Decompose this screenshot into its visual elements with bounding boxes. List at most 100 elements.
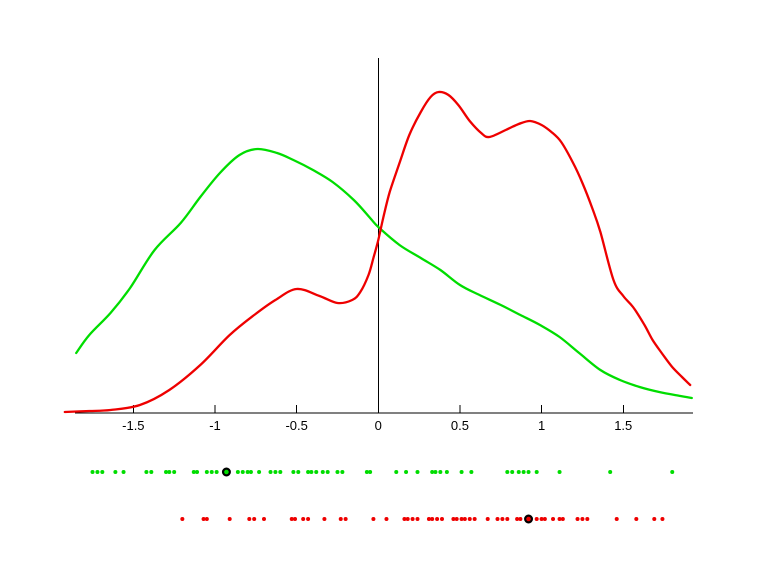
- green-rug-dot: [415, 470, 420, 474]
- red-rug-dot: [652, 517, 657, 521]
- green-rug-dot: [268, 470, 273, 474]
- red-rug-dot: [306, 517, 311, 521]
- green-rug-dot: [100, 470, 105, 474]
- red-rug-dot: [560, 517, 565, 521]
- green-rug-dot: [273, 470, 278, 474]
- green-rug-dot: [278, 470, 283, 474]
- x-axis-tick-label: -1: [209, 418, 221, 433]
- red-rug-dot: [551, 517, 556, 521]
- green-rug-dot: [325, 470, 330, 474]
- green-rug-dot: [95, 470, 100, 474]
- red-density-curve: [63, 90, 692, 414]
- green-rug-dot: [144, 470, 149, 474]
- red-rug-dot: [180, 517, 185, 521]
- red-rug-dot: [415, 517, 420, 521]
- green-rug-dot: [516, 470, 521, 474]
- red-rug-dot: [430, 517, 435, 521]
- red-rug-dot: [534, 517, 539, 521]
- red-rug-dot: [500, 517, 505, 521]
- green-rug-marked-point: [221, 467, 231, 477]
- red-rug-dot: [459, 517, 464, 521]
- red-rug-dot: [439, 517, 444, 521]
- red-rug-dot: [472, 517, 477, 521]
- red-rug-marked-point: [524, 514, 534, 524]
- green-density-curve: [75, 147, 693, 400]
- red-rug-dot: [515, 517, 520, 521]
- green-rug-dot: [438, 470, 443, 474]
- x-axis-tick-label: 1.5: [614, 418, 632, 433]
- green-rug-dot: [209, 470, 214, 474]
- green-rug-dot: [291, 470, 296, 474]
- green-rug-dot: [368, 470, 373, 474]
- green-rug-dot: [670, 470, 675, 474]
- green-rug-dot: [534, 470, 539, 474]
- red-rug-dot: [580, 517, 585, 521]
- green-rug-dot: [248, 470, 253, 474]
- red-rug-dot: [252, 517, 257, 521]
- green-rug-dot: [113, 470, 118, 474]
- red-rug-dot: [261, 517, 266, 521]
- green-rug-dot: [204, 470, 209, 474]
- green-rug-dot: [459, 470, 464, 474]
- red-rug-dot: [505, 517, 510, 521]
- green-rug-dot: [172, 470, 177, 474]
- red-rug-dot: [410, 517, 415, 521]
- red-rug-dot: [585, 517, 590, 521]
- red-rug-dot: [426, 517, 431, 521]
- green-rug-dot: [394, 470, 399, 474]
- red-rug-dot: [542, 517, 547, 521]
- green-rug-dot: [306, 470, 311, 474]
- green-rug-dot: [505, 470, 510, 474]
- red-rug-dot: [467, 517, 472, 521]
- x-axis-tick-label: 1: [538, 418, 545, 433]
- green-rug-dot: [245, 470, 250, 474]
- x-axis-tick-label: -1.5: [122, 418, 144, 433]
- red-rug-dot: [634, 517, 639, 521]
- x-axis-tick-label: 0.5: [451, 418, 469, 433]
- red-rug-dot: [201, 517, 206, 521]
- green-rug-dot: [608, 470, 613, 474]
- green-rug-dot: [433, 470, 438, 474]
- red-rug-dot: [402, 517, 407, 521]
- green-rug-dot: [404, 470, 409, 474]
- green-rug-dot: [521, 470, 526, 474]
- red-rug-dot: [343, 517, 348, 521]
- green-rug-dot: [526, 470, 531, 474]
- green-rug-dot: [296, 470, 301, 474]
- x-axis-tick-label: -0.5: [285, 418, 307, 433]
- green-rug-dot: [235, 470, 240, 474]
- green-rug-dot: [444, 470, 449, 474]
- green-rug-dot: [257, 470, 262, 474]
- green-rug-dot: [164, 470, 169, 474]
- x-axis-tick-label: 0: [375, 418, 382, 433]
- green-rug-dot: [320, 470, 325, 474]
- red-rug-dot: [405, 517, 410, 521]
- red-rug-dot: [384, 517, 389, 521]
- red-rug-dot: [575, 517, 580, 521]
- green-rug-dot: [90, 470, 95, 474]
- green-rug-dot: [195, 470, 200, 474]
- green-rug-dot: [335, 470, 340, 474]
- red-rug-dot: [495, 517, 500, 521]
- red-rug-dot: [451, 517, 456, 521]
- red-rug-dot: [322, 517, 327, 521]
- red-rug-dot: [371, 517, 376, 521]
- red-rug-dot: [435, 517, 440, 521]
- red-rug-dot: [462, 517, 467, 521]
- green-rug-dot: [309, 470, 314, 474]
- green-rug-dot: [149, 470, 154, 474]
- red-rug-dot: [338, 517, 343, 521]
- green-rug-dot: [430, 470, 435, 474]
- green-rug-dot: [510, 470, 515, 474]
- green-rug-dot: [469, 470, 474, 474]
- green-rug-dot: [557, 470, 562, 474]
- green-rug-dot: [364, 470, 369, 474]
- red-rug-dot: [557, 517, 562, 521]
- green-rug-dot: [121, 470, 126, 474]
- green-rug-dot: [314, 470, 319, 474]
- green-rug-dot: [214, 470, 219, 474]
- red-rug-dot: [247, 517, 252, 521]
- red-rug-dot: [301, 517, 306, 521]
